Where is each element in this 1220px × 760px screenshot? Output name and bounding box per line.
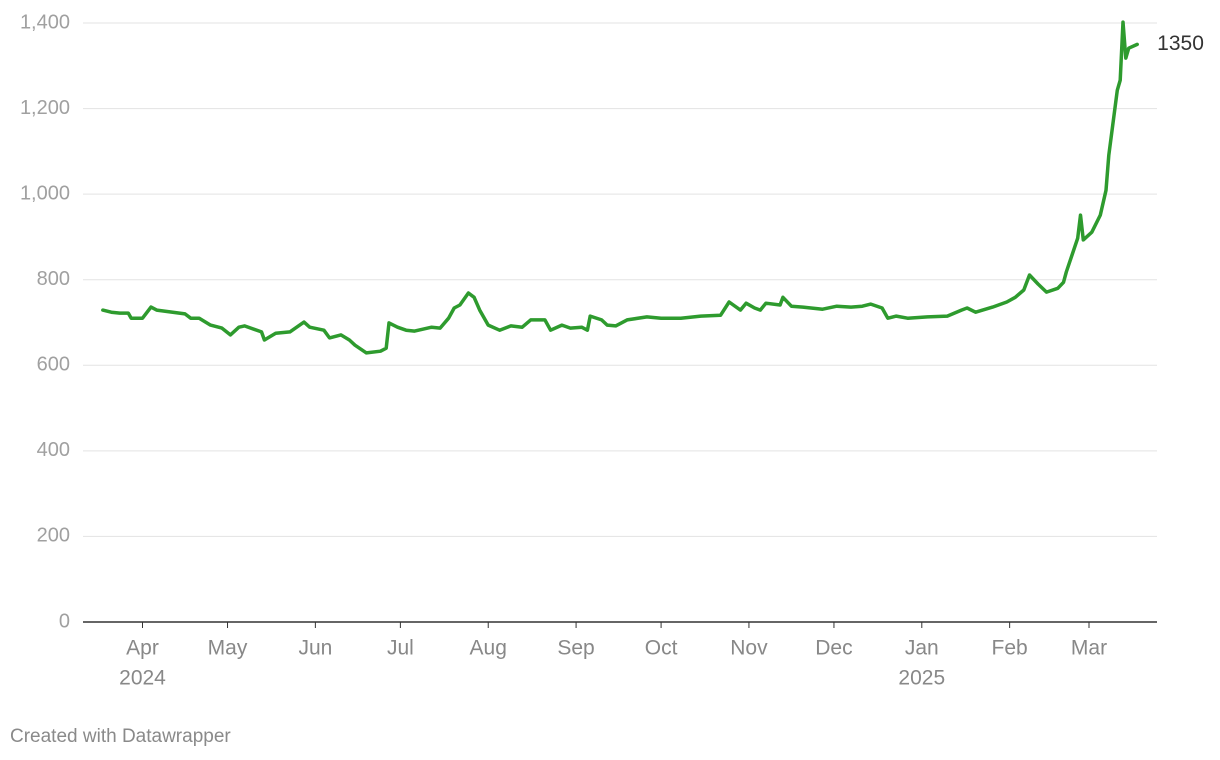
x-tick-label: Feb	[992, 637, 1028, 660]
y-tick-label: 800	[37, 268, 70, 290]
x-tick-label: Sep	[557, 637, 594, 660]
y-tick-label: 400	[37, 439, 70, 461]
x-tick-label: Jul	[387, 637, 414, 660]
footer: Created with Datawrapper	[10, 726, 231, 747]
x-tick-year: 2024	[119, 667, 166, 690]
end-value-label: 1350	[1157, 32, 1204, 55]
x-tick-label: Nov	[730, 637, 768, 660]
y-tick-label: 1,000	[20, 182, 70, 204]
x-tick-label: Mar	[1071, 637, 1107, 660]
x-tick-label: Oct	[645, 637, 678, 660]
x-tick-label: Dec	[815, 637, 852, 660]
x-tick-label: Aug	[470, 637, 507, 660]
line	[101, 20, 1139, 355]
x-tick-label: Jan	[905, 637, 939, 660]
x-tick-label: Apr	[126, 637, 159, 660]
y-tick-label: 1,400	[20, 11, 70, 33]
x-tick-year: 2025	[898, 667, 945, 690]
y-tick-label: 200	[37, 525, 70, 547]
y-tick-label: 1,200	[20, 97, 70, 119]
x-tick-label: May	[208, 637, 248, 660]
y-tick-label: 600	[37, 354, 70, 376]
x-tick-label: Jun	[298, 637, 332, 660]
y-tick-label: 0	[59, 610, 70, 632]
